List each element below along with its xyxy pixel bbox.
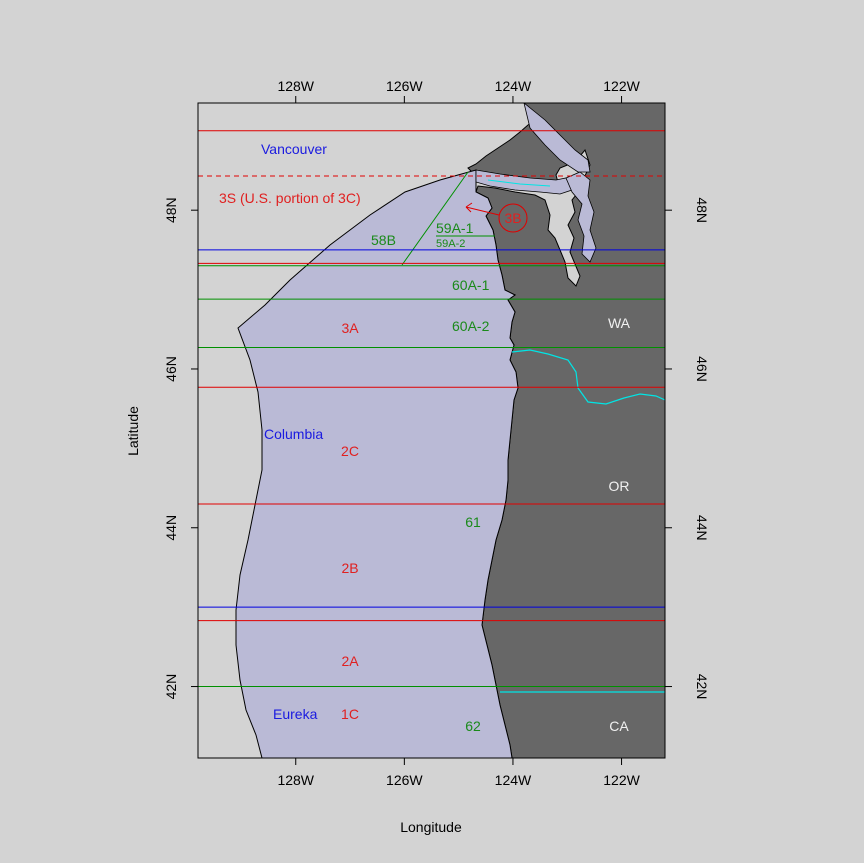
puget-river [487, 179, 551, 187]
x-tick-label-top: 126W [386, 78, 423, 94]
label-area-60a1: 60A-1 [452, 277, 490, 293]
y-tick-label-right: 46N [694, 356, 710, 382]
label-area-1c: 1C [341, 706, 359, 722]
x-axis-label: Longitude [400, 819, 462, 835]
area-3b-circle [498, 203, 528, 233]
y-tick-label-left: 44N [163, 515, 179, 541]
label-eureka: Eureka [273, 706, 318, 722]
label-vancouver: Vancouver [261, 141, 327, 157]
label-area-60a2: 60A-2 [452, 318, 490, 334]
puget-sound [565, 171, 597, 263]
x-tick-label-top: 124W [495, 78, 532, 94]
label-area-2a: 2A [341, 653, 359, 669]
columbia-river [511, 349, 665, 405]
x-tick-label-bottom: 122W [603, 772, 640, 788]
x-tick-label-bottom: 126W [386, 772, 423, 788]
label-area-3a: 3A [341, 320, 359, 336]
y-tick-label-left: 48N [163, 197, 179, 223]
y-tick-label-right: 44N [694, 515, 710, 541]
label-state-or: OR [609, 478, 630, 494]
label-area-3b: 3B [504, 210, 521, 226]
label-area-59a2: 59A-2 [436, 238, 465, 250]
x-tick-label-top: 128W [277, 78, 314, 94]
boundary-lines [198, 130, 665, 688]
y-tick-label-right: 48N [694, 197, 710, 223]
label-area-58b: 58B [371, 232, 396, 248]
label-area-3s: 3S (U.S. portion of 3C) [219, 190, 361, 206]
label-area-2c: 2C [341, 443, 359, 459]
x-tick-label-bottom: 124W [495, 772, 532, 788]
strait-of-georgia [523, 103, 591, 173]
plot-frame [197, 102, 666, 759]
axis-ticks: 128W 128W 126W 126W 124W 124W 122W 122W 48N 48N 46… [163, 78, 710, 788]
area-3b-arrow [465, 202, 500, 216]
management-region [235, 169, 519, 758]
x-tick-label-top: 122W [603, 78, 640, 94]
label-area-61: 61 [465, 514, 481, 530]
label-state-ca: CA [609, 718, 629, 734]
label-area-62: 62 [465, 718, 481, 734]
label-state-wa: WA [608, 315, 631, 331]
label-area-2b: 2B [341, 560, 358, 576]
label-area-59a1: 59A-1 [436, 220, 474, 236]
x-tick-label-bottom: 128W [277, 772, 314, 788]
y-tick-label-right: 42N [694, 674, 710, 700]
map-plot-area [198, 103, 665, 758]
y-tick-label-left: 46N [163, 356, 179, 382]
y-axis-label: Latitude [125, 406, 141, 456]
y-tick-label-left: 42N [163, 674, 179, 700]
label-columbia: Columbia [264, 426, 323, 442]
